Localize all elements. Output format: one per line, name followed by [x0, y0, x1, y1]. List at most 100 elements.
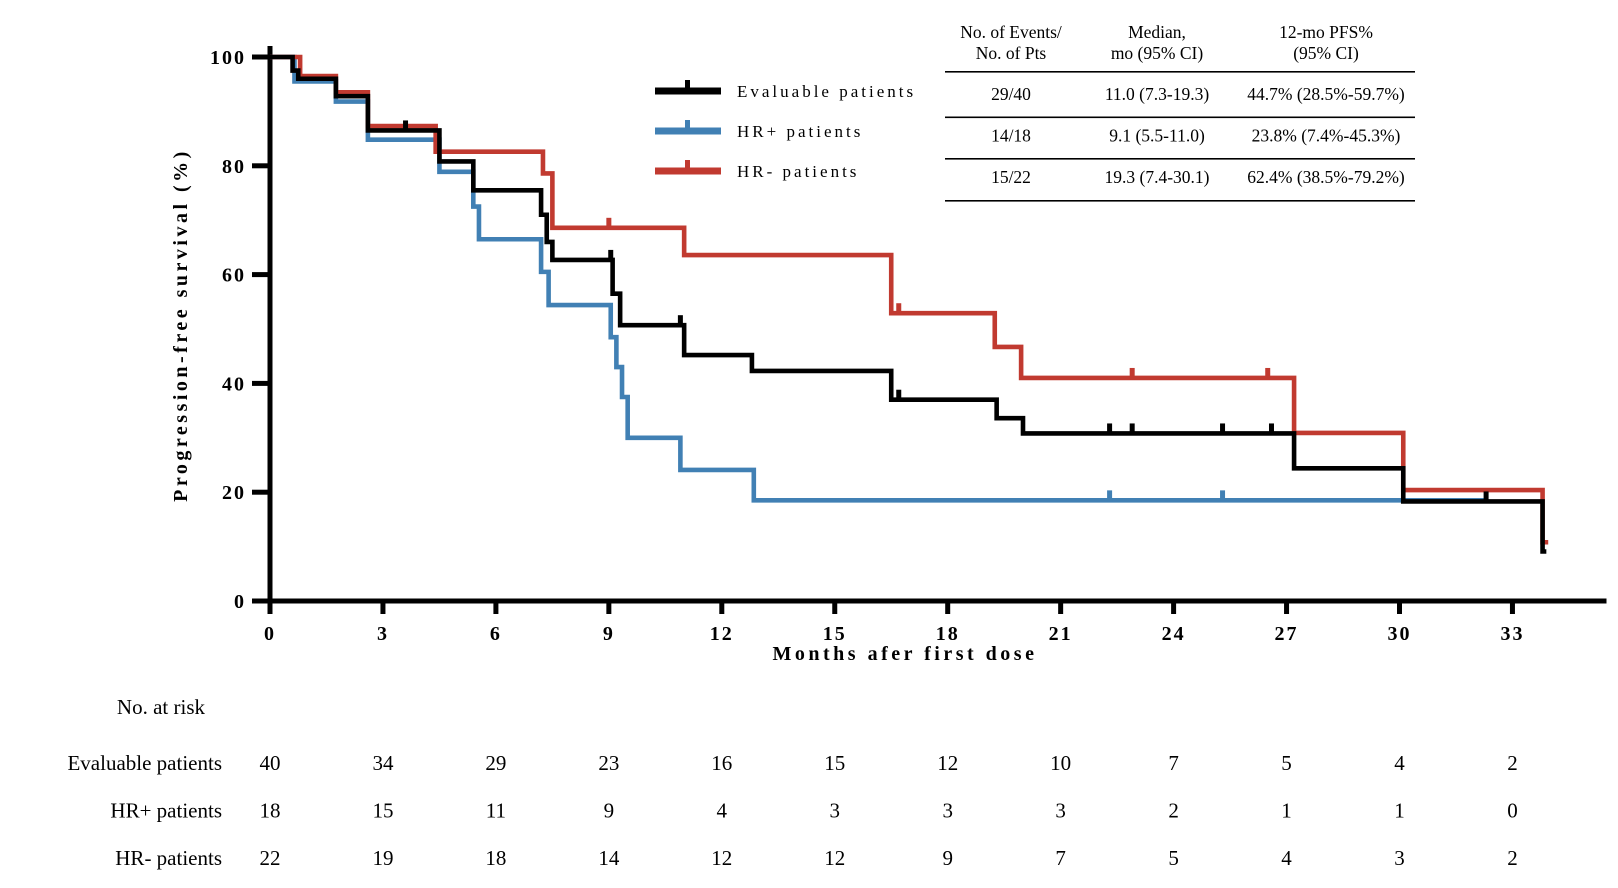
x-tick-label: 3 — [377, 623, 389, 645]
x-tick-mark — [945, 601, 951, 614]
risk-count: 34 — [372, 751, 394, 775]
x-tick-label: 27 — [1275, 623, 1299, 645]
censor-mark-evaluable-patients — [896, 389, 902, 402]
risk-count: 40 — [260, 751, 281, 775]
legend: Evaluable patients HR+ patients HR- patien… — [655, 80, 916, 181]
censor-mark-evaluable-patients — [403, 120, 409, 133]
stats-table-cell: 23.8% (7.4%-45.3%) — [1252, 126, 1401, 146]
legend-swatch-line — [655, 167, 721, 175]
stats-table-cell: 29/40 — [991, 84, 1031, 104]
x-tick-mark — [719, 601, 725, 614]
x-tick-label: 0 — [264, 623, 276, 645]
x-tick-label: 12 — [710, 623, 734, 645]
risk-count: 23 — [598, 751, 619, 775]
censor-mark-evaluable-patients — [1268, 423, 1274, 436]
risk-count: 14 — [598, 846, 620, 870]
stats-table-header-cell: mo (95% CI) — [1111, 43, 1204, 63]
x-tick-mark — [1058, 601, 1064, 614]
x-tick-mark — [267, 601, 273, 614]
x-tick-mark — [1171, 601, 1177, 614]
y-tick-label: 40 — [222, 373, 246, 395]
y-tick-mark — [252, 272, 270, 278]
x-tick-label: 30 — [1388, 623, 1412, 645]
stats-table-cell: 62.4% (38.5%-79.2%) — [1247, 167, 1405, 187]
risk-row-evaluable-patients: Evaluable patients 40 34 29 23 16 15 12 10 7 5 4 2 — [67, 751, 1517, 775]
risk-count: 3 — [942, 799, 953, 823]
risk-count: 2 — [1507, 751, 1518, 775]
risk-table-title: No. at risk — [117, 695, 206, 719]
x-tick-label: 33 — [1500, 623, 1524, 645]
stats-table-header-cell: (95% CI) — [1293, 43, 1359, 63]
stats-table-cell: 9.1 (5.5-11.0) — [1109, 126, 1205, 146]
curve-hr-patients — [270, 54, 1549, 545]
stats-table-header-cell: Median, — [1128, 22, 1186, 42]
stats-table-header-cell: No. of Events/ — [960, 22, 1062, 42]
x-tick-label: 18 — [936, 623, 960, 645]
legend-swatch-line — [655, 87, 721, 95]
x-tick-label: 9 — [603, 623, 615, 645]
stats-table-cell: 15/22 — [991, 167, 1031, 187]
risk-count: 15 — [372, 799, 393, 823]
y-tick-label: 80 — [222, 156, 246, 178]
censor-mark-evaluable-patients — [1483, 491, 1489, 504]
legend-swatch-censor-tick — [685, 80, 690, 89]
stats-table-cell: 44.7% (28.5%-59.7%) — [1247, 84, 1405, 104]
risk-row-label: HR- patients — [115, 846, 222, 870]
stats-table-cell: 14/18 — [991, 126, 1031, 146]
risk-count: 7 — [1055, 846, 1066, 870]
x-tick-mark — [1284, 601, 1290, 614]
y-tick-mark — [252, 163, 270, 169]
risk-count: 5 — [1168, 846, 1179, 870]
legend-item-label: HR+ patients — [737, 122, 863, 141]
stats-table: No. of Events/No. of Pts Median,mo (95% C… — [945, 22, 1415, 202]
risk-count: 15 — [824, 751, 845, 775]
risk-count: 12 — [824, 846, 845, 870]
risk-count: 5 — [1281, 751, 1292, 775]
risk-count: 10 — [1050, 751, 1071, 775]
x-tick-mark — [380, 601, 386, 614]
censor-mark-evaluable-patients — [677, 315, 683, 328]
curve-hr-patients — [270, 54, 1487, 503]
legend-item-hr-patients: HR- patients — [655, 160, 856, 181]
censor-mark-hr-patients — [1265, 367, 1271, 380]
y-tick-mark — [252, 54, 270, 60]
curve-evaluable-patients — [270, 54, 1547, 554]
censor-mark-hr-patients — [1220, 490, 1226, 503]
y-tick-label: 60 — [222, 265, 246, 287]
legend-item-hr-patients: HR+ patients — [655, 120, 863, 141]
censor-mark-evaluable-patients — [1129, 423, 1135, 436]
legend-swatch-line — [655, 127, 721, 135]
stats-table-row-rule — [945, 158, 1415, 160]
axes: 0 20 40 60 80 100 0 3 6 9 12 15 18 21 24 27 30 33 — [210, 46, 1607, 645]
stats-table-header-cell: No. of Pts — [976, 43, 1047, 63]
x-tick-mark — [1509, 601, 1515, 614]
y-axis-line — [267, 46, 273, 603]
risk-row-label: Evaluable patients — [67, 751, 222, 775]
survival-curves — [270, 54, 1549, 554]
risk-row-label: HR+ patients — [110, 799, 222, 823]
risk-count: 7 — [1168, 751, 1179, 775]
risk-count: 2 — [1168, 799, 1179, 823]
x-tick-mark — [832, 601, 838, 614]
stats-table-header-rule — [945, 71, 1415, 73]
legend-item-evaluable-patients: Evaluable patients — [655, 80, 916, 101]
censor-mark-hr-patients — [1129, 367, 1135, 380]
y-tick-label: 0 — [234, 591, 246, 613]
x-axis-title: Months afer first dose — [773, 643, 1038, 665]
x-tick-label: 24 — [1162, 623, 1186, 645]
risk-count: 18 — [260, 799, 281, 823]
risk-row-hr-patients: HR- patients 22 19 18 14 12 12 9 7 5 4 3 2 — [115, 846, 1517, 870]
risk-count: 12 — [711, 846, 732, 870]
y-tick-mark — [252, 598, 270, 604]
risk-table: Evaluable patients 40 34 29 23 16 15 12 10 7 5 4 2HR… — [67, 751, 1517, 870]
censor-mark-evaluable-patients — [608, 249, 614, 262]
risk-count: 3 — [1394, 846, 1405, 870]
stats-table-header-cell: 12-mo PFS% — [1279, 22, 1373, 42]
y-tick-label: 20 — [222, 482, 246, 504]
risk-count: 9 — [604, 799, 615, 823]
legend-item-label: Evaluable patients — [737, 82, 916, 101]
risk-count: 4 — [1394, 751, 1405, 775]
risk-count: 2 — [1507, 846, 1518, 870]
